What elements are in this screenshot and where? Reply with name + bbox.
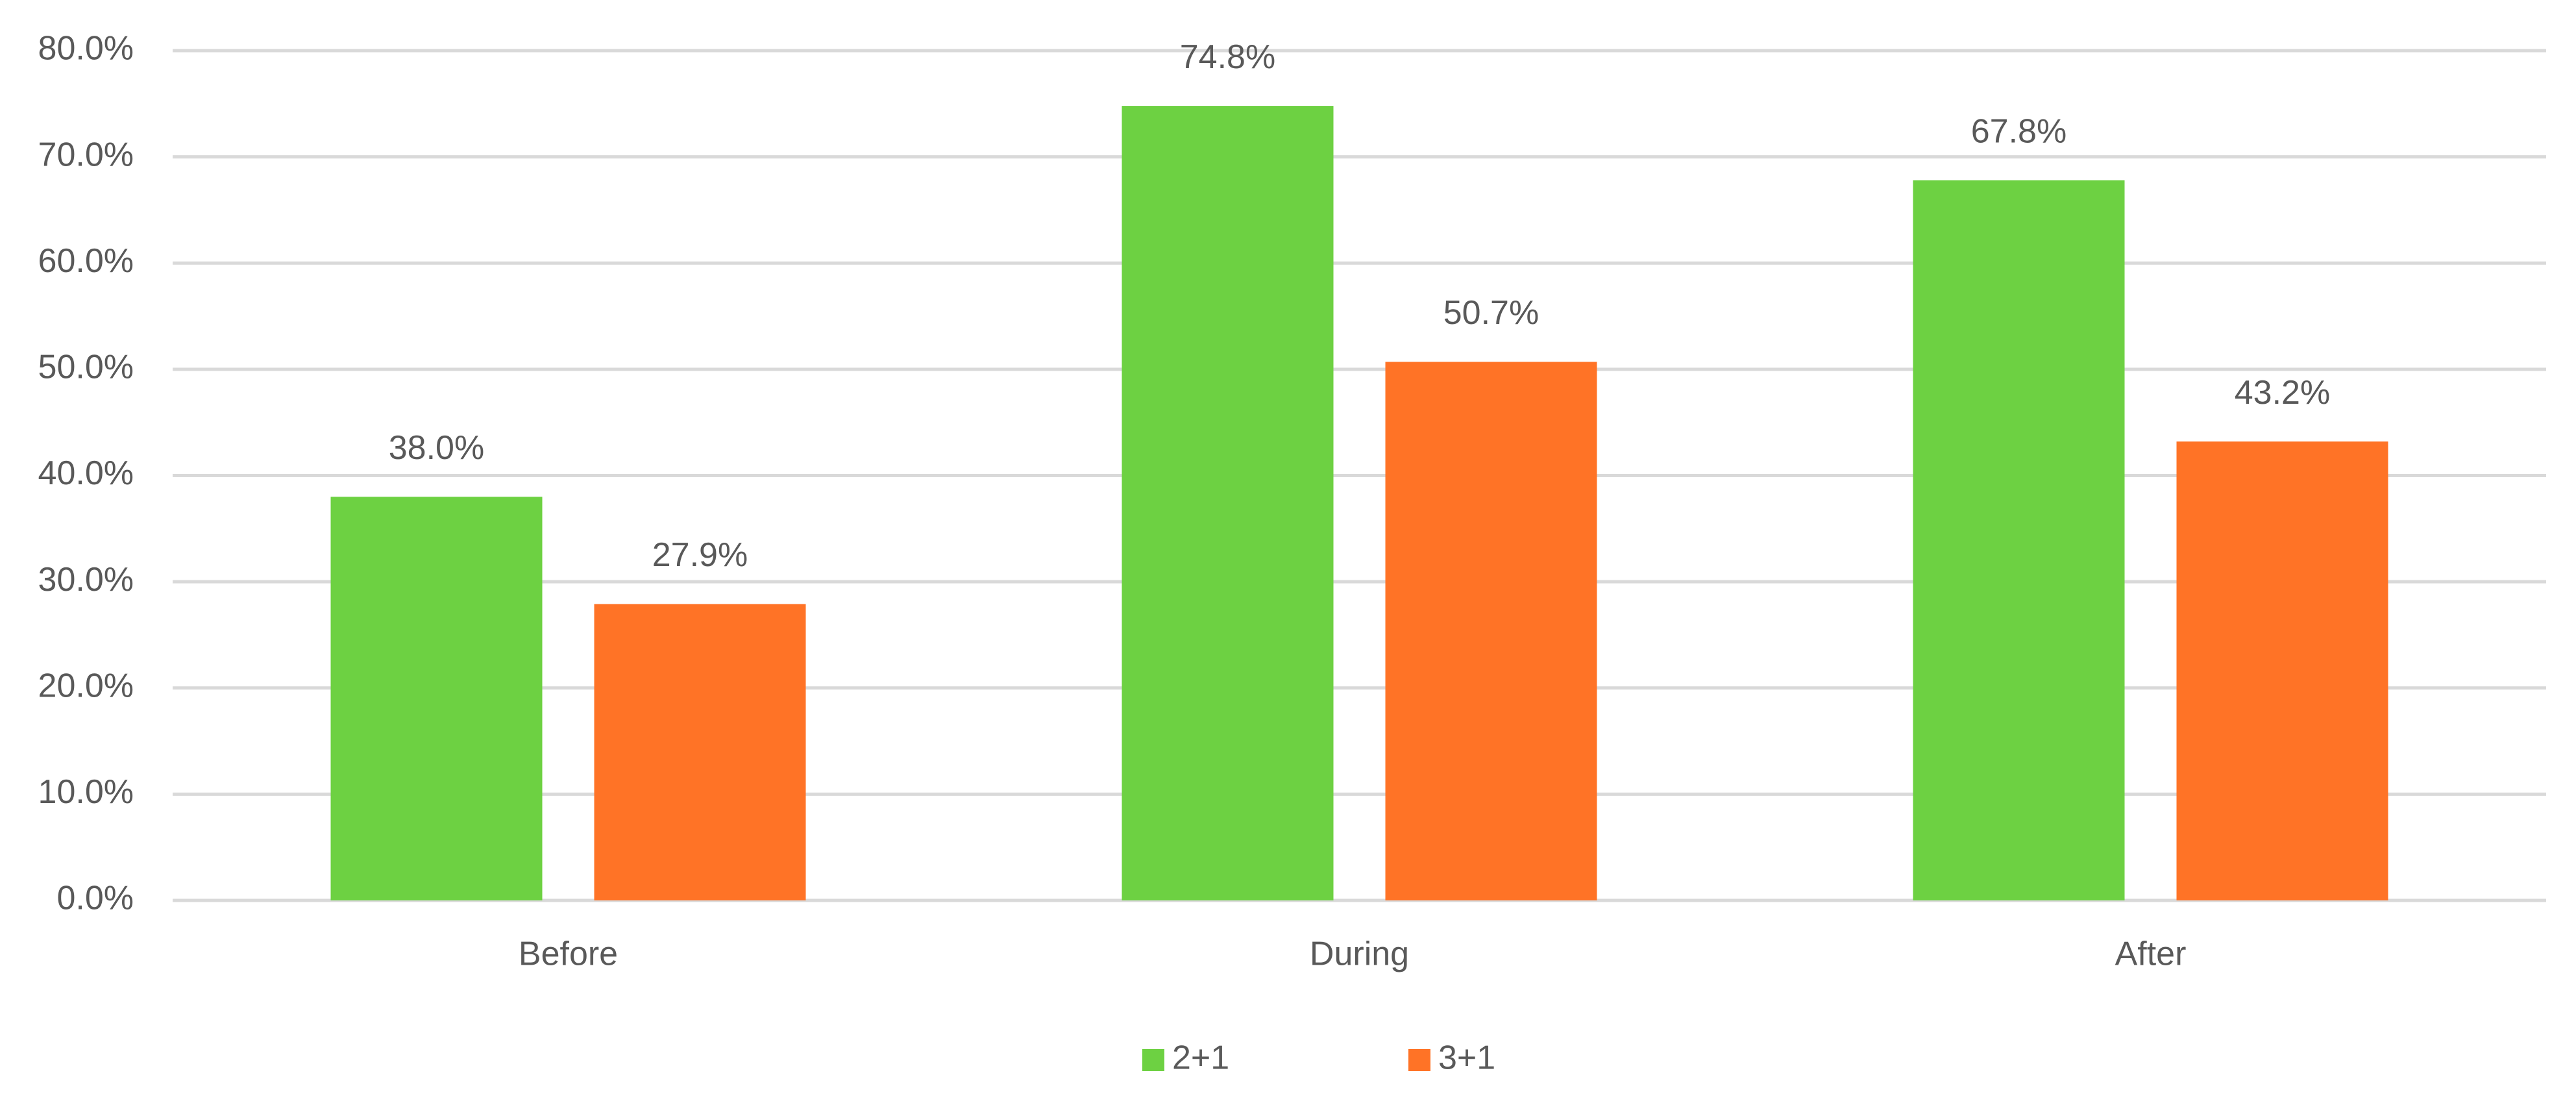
y-tick-label: 40.0% [38, 454, 134, 492]
x-tick-label: During [1310, 935, 1409, 973]
bar [330, 497, 543, 900]
x-tick-label: After [2115, 935, 2187, 973]
y-tick-label: 60.0% [38, 242, 134, 280]
value-label: 43.2% [2235, 374, 2330, 412]
bar [1913, 180, 2125, 900]
value-label: 50.7% [1443, 294, 1539, 332]
y-tick-label: 20.0% [38, 667, 134, 704]
value-label: 74.8% [1180, 38, 1275, 76]
y-tick-label: 80.0% [38, 30, 134, 68]
x-tick-label: Before [519, 935, 618, 973]
legend-swatch [1408, 1049, 1430, 1071]
bar [2176, 441, 2388, 900]
legend-label: 3+1 [1438, 1039, 1495, 1077]
value-label: 38.0% [389, 429, 484, 467]
y-tick-label: 70.0% [38, 136, 134, 173]
bar [1385, 362, 1597, 900]
y-tick-label: 50.0% [38, 349, 134, 386]
legend-label: 2+1 [1172, 1039, 1229, 1077]
bar [594, 604, 806, 900]
y-tick-label: 10.0% [38, 773, 134, 811]
legend-swatch [1142, 1049, 1164, 1071]
bar [1122, 106, 1334, 901]
y-tick-label: 30.0% [38, 561, 134, 599]
y-tick-label: 0.0% [56, 880, 134, 917]
value-label: 67.8% [1971, 112, 2067, 150]
value-label: 27.9% [652, 536, 748, 574]
